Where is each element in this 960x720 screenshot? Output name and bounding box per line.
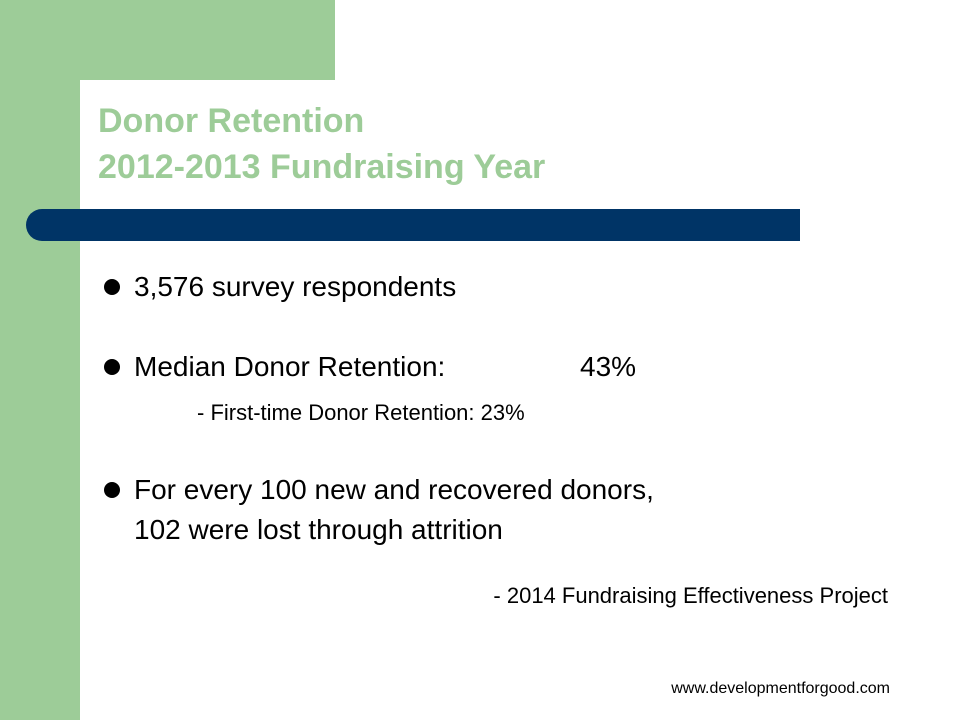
- footer-url: www.developmentforgood.com: [671, 680, 890, 697]
- sub-item-first-time-retention: - First-time Donor Retention: 23%: [197, 400, 525, 425]
- bullet-dot-icon: [104, 482, 120, 498]
- decorative-green-strip: [0, 0, 80, 720]
- title-divider-bar: [26, 209, 800, 241]
- bullet-text: 3,576 survey respondents: [134, 271, 457, 302]
- title-area: [80, 80, 960, 210]
- bullet-text-line-2: 102 were lost through attrition: [134, 514, 503, 545]
- title-line-2: 2012-2013 Fundraising Year: [98, 148, 546, 186]
- bullet-dot-icon: [104, 359, 120, 375]
- bullet-text: Median Donor Retention:: [134, 351, 446, 382]
- slide-title: Donor Retention 2012-2013 Fundraising Ye…: [98, 98, 545, 190]
- title-line-1: Donor Retention: [98, 102, 365, 140]
- bullet-text-line-1: For every 100 new and recovered donors,: [134, 474, 654, 505]
- source-credit: - 2014 Fundraising Effectiveness Project: [493, 583, 888, 608]
- bullet-dot-icon: [104, 279, 120, 295]
- median-retention-value: 43%: [580, 351, 637, 382]
